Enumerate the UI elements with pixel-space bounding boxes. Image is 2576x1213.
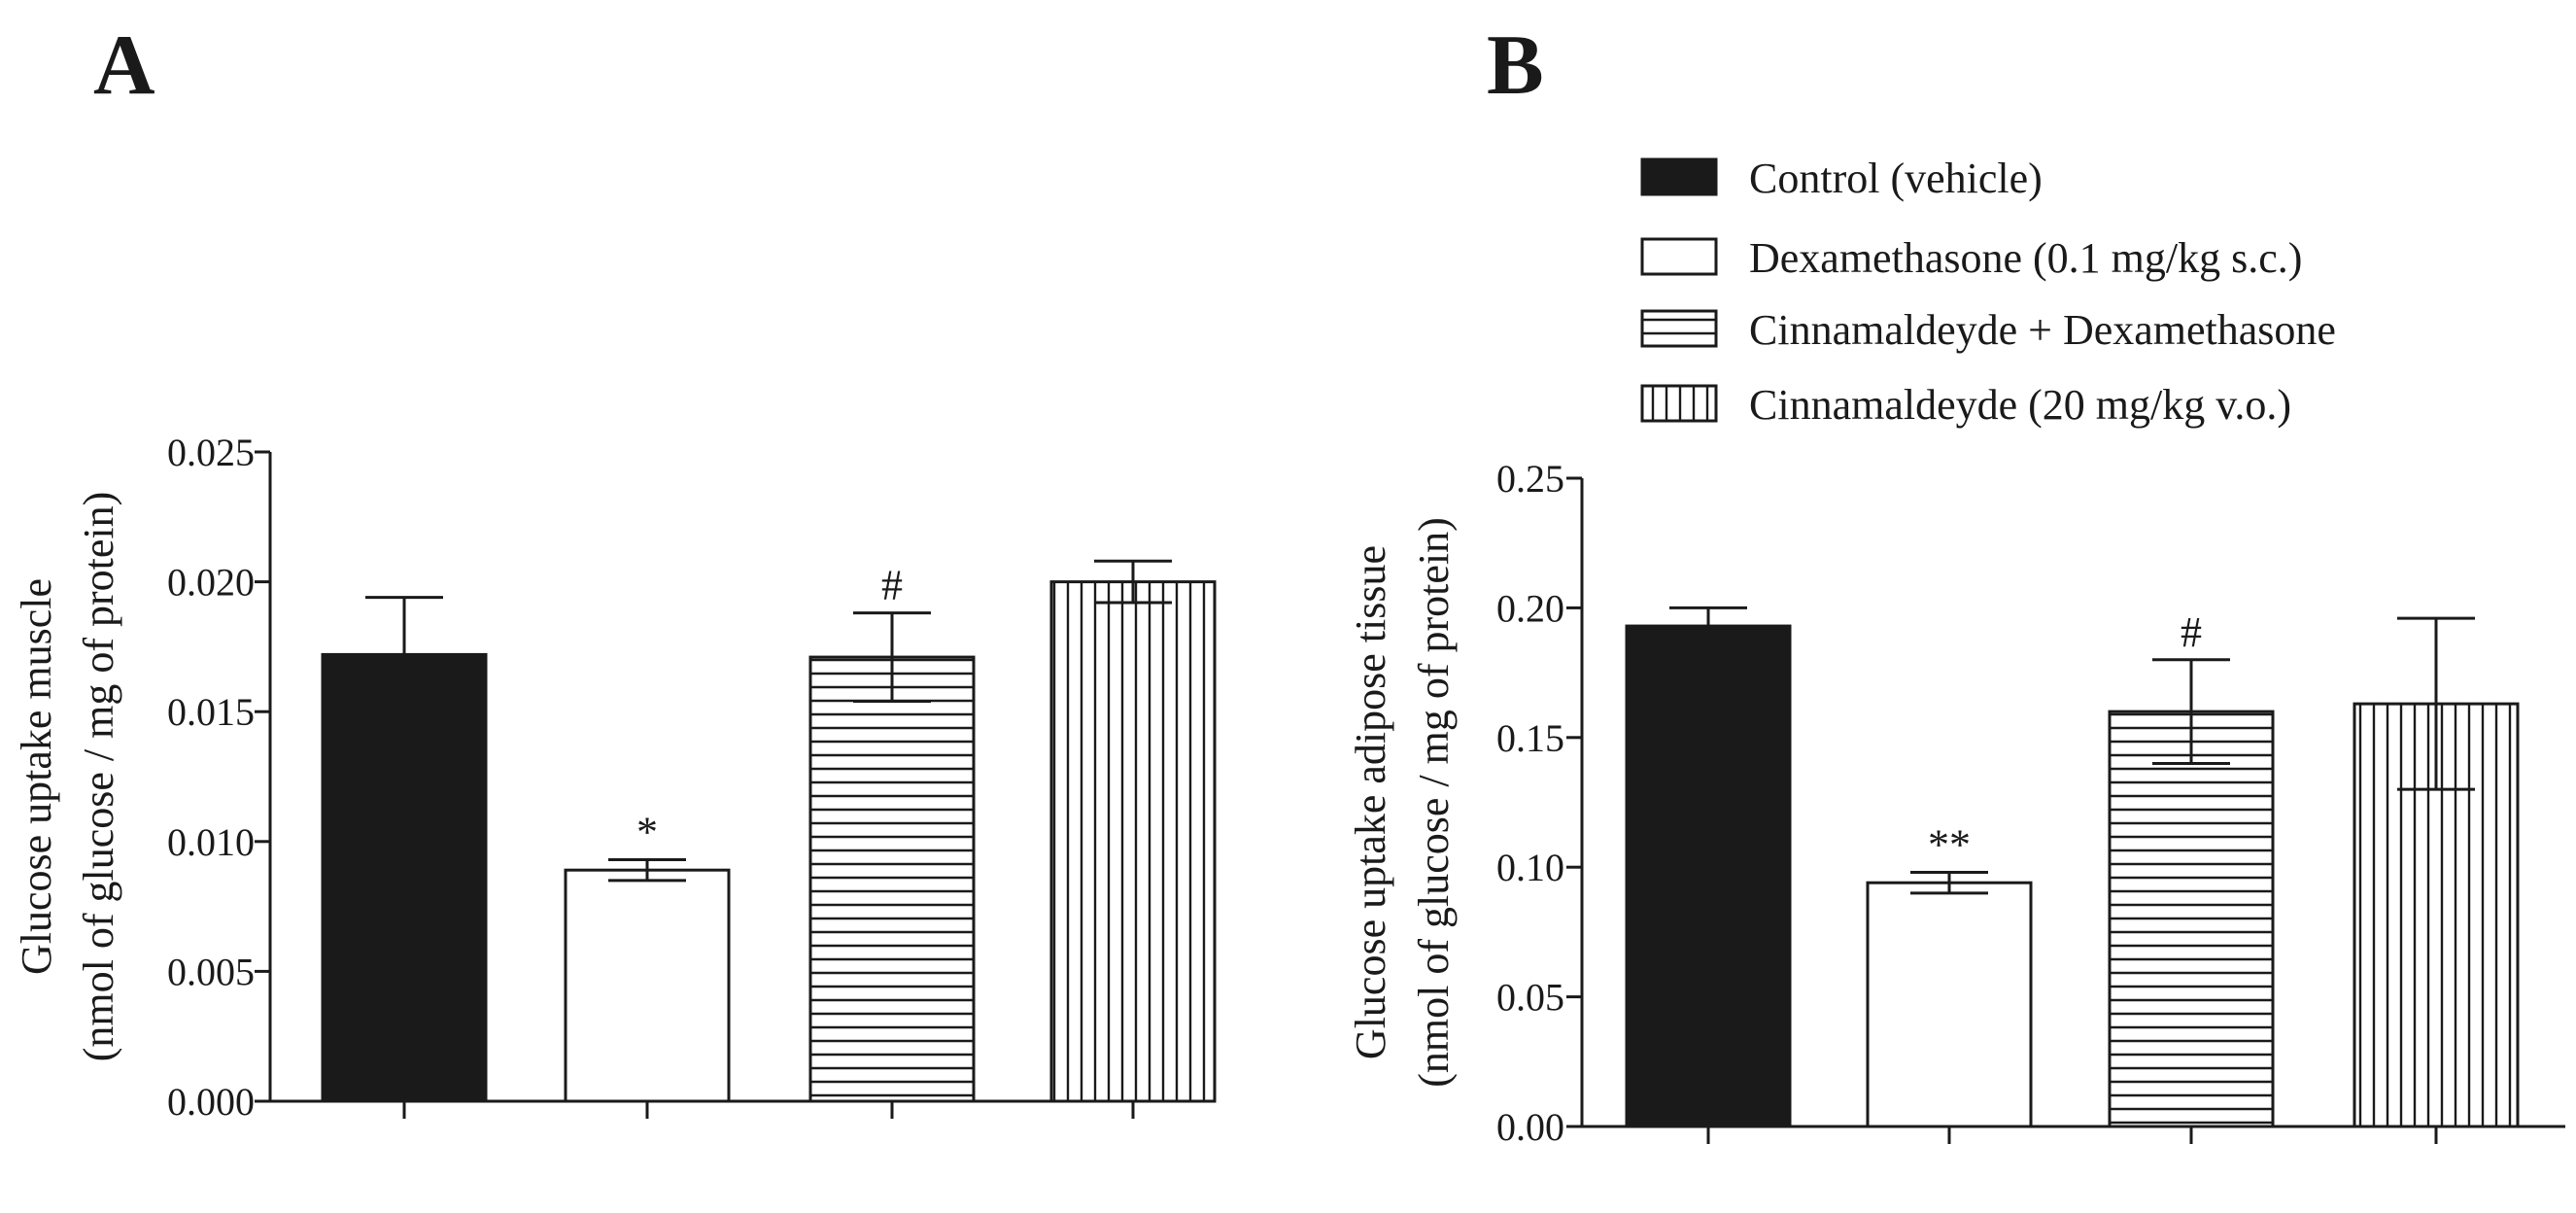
legend-label-cinnamaldeyde-dexamethasone: Cinnamaldeyde + Dexamethasone <box>1749 306 2336 354</box>
y-tick-label: 0.05 <box>1496 976 1564 1020</box>
y-axis-subtitle: (nmol of glucose / mg of protein) <box>1410 517 1458 1088</box>
legend: Control (vehicle) Dexamethasone (0.1 mg/… <box>1640 155 2336 429</box>
panel-a-letter: A <box>93 18 155 113</box>
y-axis-subtitle: (nmol of glucose / mg of protein) <box>75 492 122 1062</box>
significance-marker: * <box>636 809 658 856</box>
y-tick-label: 0.005 <box>167 950 255 993</box>
legend-label-cinnamaldeyde: Cinnamaldeyde (20 mg/kg v.o.) <box>1749 381 2291 429</box>
significance-marker: ** <box>1928 821 1971 869</box>
y-axis-title: Glucose uptake muscle <box>13 578 60 975</box>
legend-swatch-cinnamaldeyde-dexamethasone <box>1640 309 1718 348</box>
legend-swatch-dexamethasone <box>1640 237 1718 276</box>
bar <box>1049 580 1217 1103</box>
chart-a: 0.000 0.005 0.010 0.015 0.020 0.025 Glucose up… <box>13 431 1217 1124</box>
significance-marker: # <box>881 562 903 609</box>
bar <box>1866 881 2033 1128</box>
y-tick-label: 0.10 <box>1496 846 1564 889</box>
significance-marker: # <box>2181 608 2202 656</box>
y-tick-label: 0.010 <box>167 820 255 864</box>
y-axis-title: Glucose uptake adipose tissue <box>1347 545 1394 1059</box>
y-tick-label: 0.020 <box>167 561 255 605</box>
y-tick-label: 0.015 <box>167 690 255 734</box>
bar <box>564 868 731 1103</box>
legend-swatch-cinnamaldeyde <box>1640 384 1718 423</box>
y-tick-label: 0.025 <box>167 431 255 474</box>
y-tick-label: 0.15 <box>1496 716 1564 760</box>
bar <box>2108 710 2275 1128</box>
legend-label-control: Control (vehicle) <box>1749 155 2043 202</box>
y-tick-label: 0.20 <box>1496 586 1564 630</box>
bar <box>808 655 976 1103</box>
y-tick-label: 0.000 <box>167 1080 255 1124</box>
y-tick-label: 0.25 <box>1496 457 1564 501</box>
bar <box>1625 624 1792 1128</box>
y-tick-label: 0.00 <box>1496 1105 1564 1149</box>
legend-swatch-control <box>1640 157 1718 196</box>
legend-label-dexamethasone: Dexamethasone (0.1 mg/kg s.c.) <box>1749 234 2302 282</box>
panel-b-letter: B <box>1487 18 1544 113</box>
chart-b: 0.00 0.05 0.10 0.15 0.20 0.25 Glucose uptake a… <box>1347 457 2565 1149</box>
bar <box>321 652 488 1103</box>
